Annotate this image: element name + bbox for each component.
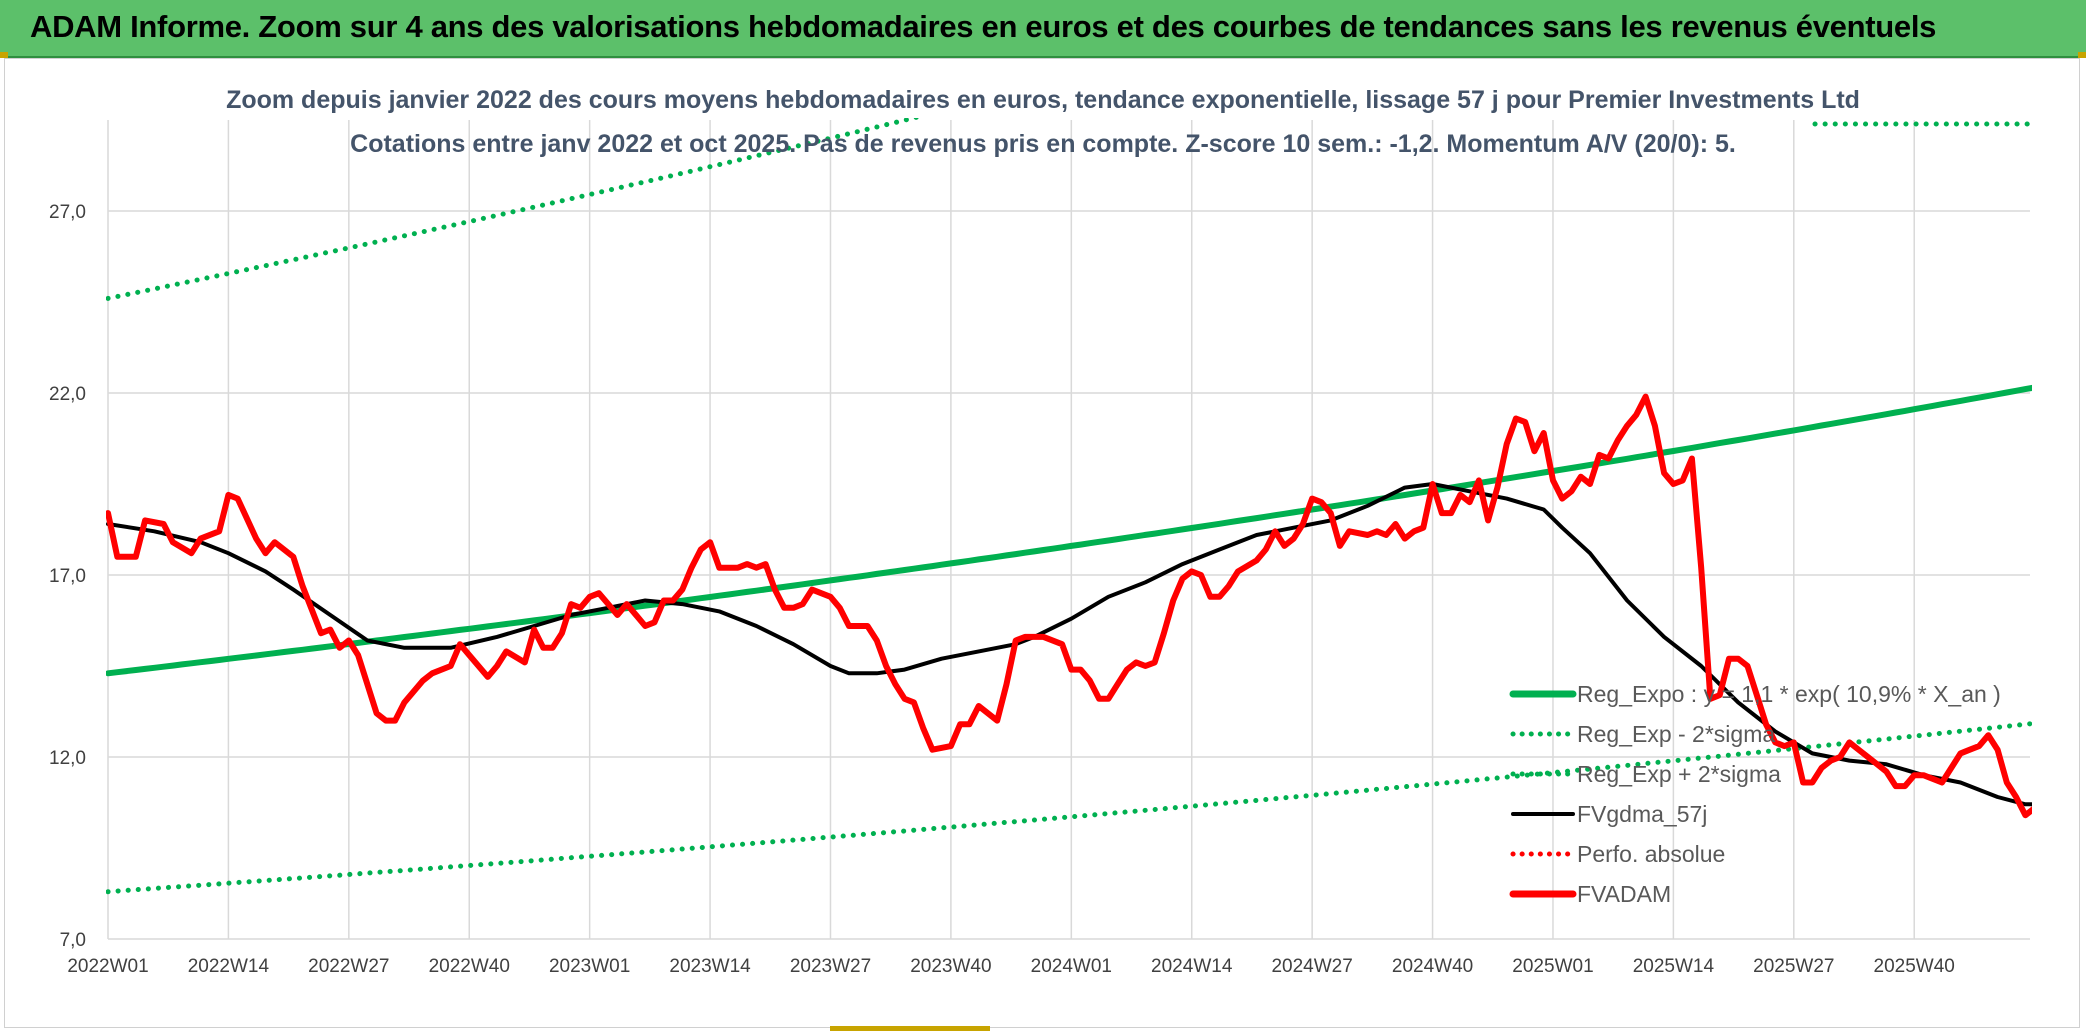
x-tick-label: 2023W01 [549,956,630,977]
x-tick-label: 2023W27 [790,956,871,977]
x-tick-label: 2022W40 [429,956,510,977]
x-tick-label: 2023W40 [910,956,991,977]
x-tick-label: 2023W14 [669,956,751,977]
banner-title: ADAM Informe. Zoom sur 4 ans des valoris… [30,9,1937,44]
y-axis-labels: 7,0 12,0 17,0 22,0 27,0 [49,202,86,951]
x-tick-label: 2025W14 [1633,956,1715,977]
x-axis-labels: 2022W01 2022W14 2022W27 2022W40 2023W01 2023W… [67,956,1955,977]
series-fvadam [106,393,2032,819]
legend: Reg_Expo : y = 1,1 * exp( 10,9% * X_an )… [1509,681,2001,907]
bottom-accent [830,1026,990,1031]
legend-label: FVADAM [1577,881,1671,907]
series-reg-expo [106,384,2032,677]
legend-label: FVgdma_57j [1577,801,1707,827]
y-tick-label: 22,0 [49,384,86,405]
x-tick-label: 2022W14 [188,956,270,977]
legend-label: Reg_Exp + 2*sigma [1577,761,1781,787]
x-tick-label: 2022W01 [67,956,148,977]
x-tick-label: 2024W14 [1151,956,1233,977]
series-group [106,118,2032,895]
y-tick-label: 12,0 [49,748,86,769]
x-tick-label: 2024W01 [1031,956,1112,977]
chart-title: Zoom depuis janvier 2022 des cours moyen… [226,86,1860,114]
banner: ADAM Informe. Zoom sur 4 ans des valoris… [0,0,2086,58]
series-reg-exp-2-sigma [106,118,925,301]
chart-frame [4,58,2080,1028]
grid [107,120,2030,940]
x-tick-label: 2022W27 [308,956,389,977]
x-tick-label: 2025W40 [1874,956,1955,977]
chart-subtitle: Cotations entre janv 2022 et oct 2025. P… [350,130,1736,158]
series-reg-exp-2-sigma [106,721,2032,895]
banner-corner-accent-right [2078,52,2086,58]
legend-label: Reg_Exp - 2*sigma [1577,721,1775,747]
x-tick-label: 2025W01 [1512,956,1593,977]
x-tick-label: 2025W27 [1753,956,1834,977]
y-tick-label: 27,0 [49,202,86,223]
y-tick-label: 17,0 [49,566,86,587]
x-tick-label: 2024W27 [1271,956,1352,977]
legend-label: Perfo. absolue [1577,841,1725,867]
legend-label: Reg_Expo : y = 1,1 * exp( 10,9% * X_an ) [1577,681,2001,707]
x-tick-label: 2024W40 [1392,956,1473,977]
y-tick-label: 7,0 [60,930,86,951]
banner-corner-accent-left [0,52,8,58]
